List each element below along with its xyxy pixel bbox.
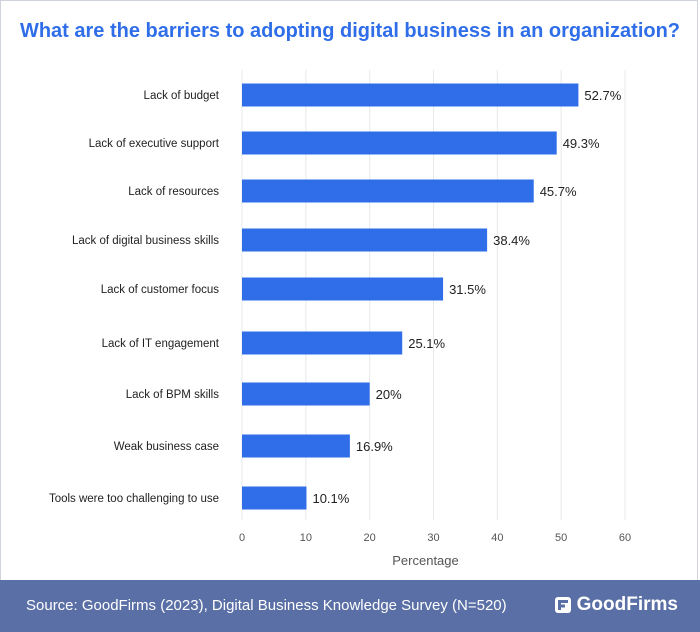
x-tick-label: 10 bbox=[300, 532, 312, 544]
category-label: Lack of BPM skills bbox=[126, 389, 220, 401]
category-label: Tools were too challenging to use bbox=[49, 493, 219, 505]
bar bbox=[242, 83, 579, 107]
x-tick-label: 40 bbox=[491, 532, 503, 544]
x-tick-label: 60 bbox=[619, 532, 631, 544]
chart-title: What are the barriers to adopting digita… bbox=[19, 20, 681, 42]
category-label: Lack of digital business skills bbox=[72, 235, 219, 247]
value-label: 45.7% bbox=[540, 184, 577, 199]
value-label: 16.9% bbox=[356, 439, 393, 454]
x-tick-label: 0 bbox=[239, 532, 245, 544]
brand-name: GoodFirms bbox=[576, 594, 678, 615]
x-axis-title: Percentage bbox=[392, 553, 459, 568]
source-note: Source: GoodFirms (2023), Digital Busine… bbox=[26, 597, 507, 614]
category-label: Lack of customer focus bbox=[101, 284, 219, 296]
bar bbox=[242, 382, 370, 406]
value-label: 25.1% bbox=[408, 336, 445, 351]
category-label: Lack of resources bbox=[128, 186, 219, 198]
x-tick-label: 20 bbox=[364, 532, 376, 544]
x-tick-label: 50 bbox=[555, 532, 567, 544]
category-label: Lack of IT engagement bbox=[102, 338, 220, 350]
bar bbox=[242, 331, 403, 355]
bar bbox=[242, 228, 488, 252]
category-label: Lack of executive support bbox=[89, 138, 220, 150]
bar bbox=[242, 131, 557, 155]
value-label: 31.5% bbox=[449, 282, 486, 297]
bar bbox=[242, 277, 444, 301]
value-label: 38.4% bbox=[493, 233, 530, 248]
goodfirms-logo-icon bbox=[554, 597, 571, 613]
bar bbox=[242, 434, 350, 458]
value-label: 20% bbox=[376, 387, 402, 402]
footer: Source: GoodFirms (2023), Digital Busine… bbox=[0, 580, 700, 632]
category-label: Weak business case bbox=[114, 441, 219, 453]
bar bbox=[242, 179, 534, 203]
x-tick-label: 30 bbox=[427, 532, 439, 544]
bar bbox=[242, 486, 307, 510]
brand-logo: GoodFirms bbox=[554, 594, 678, 616]
bar-chart: 0 10 20 30 40 50 60 Lack of budget 52.7% Lack of … bbox=[49, 70, 631, 568]
category-label: Lack of budget bbox=[144, 90, 220, 102]
value-label: 10.1% bbox=[312, 491, 349, 506]
value-label: 49.3% bbox=[563, 136, 600, 151]
value-label: 52.7% bbox=[584, 88, 621, 103]
